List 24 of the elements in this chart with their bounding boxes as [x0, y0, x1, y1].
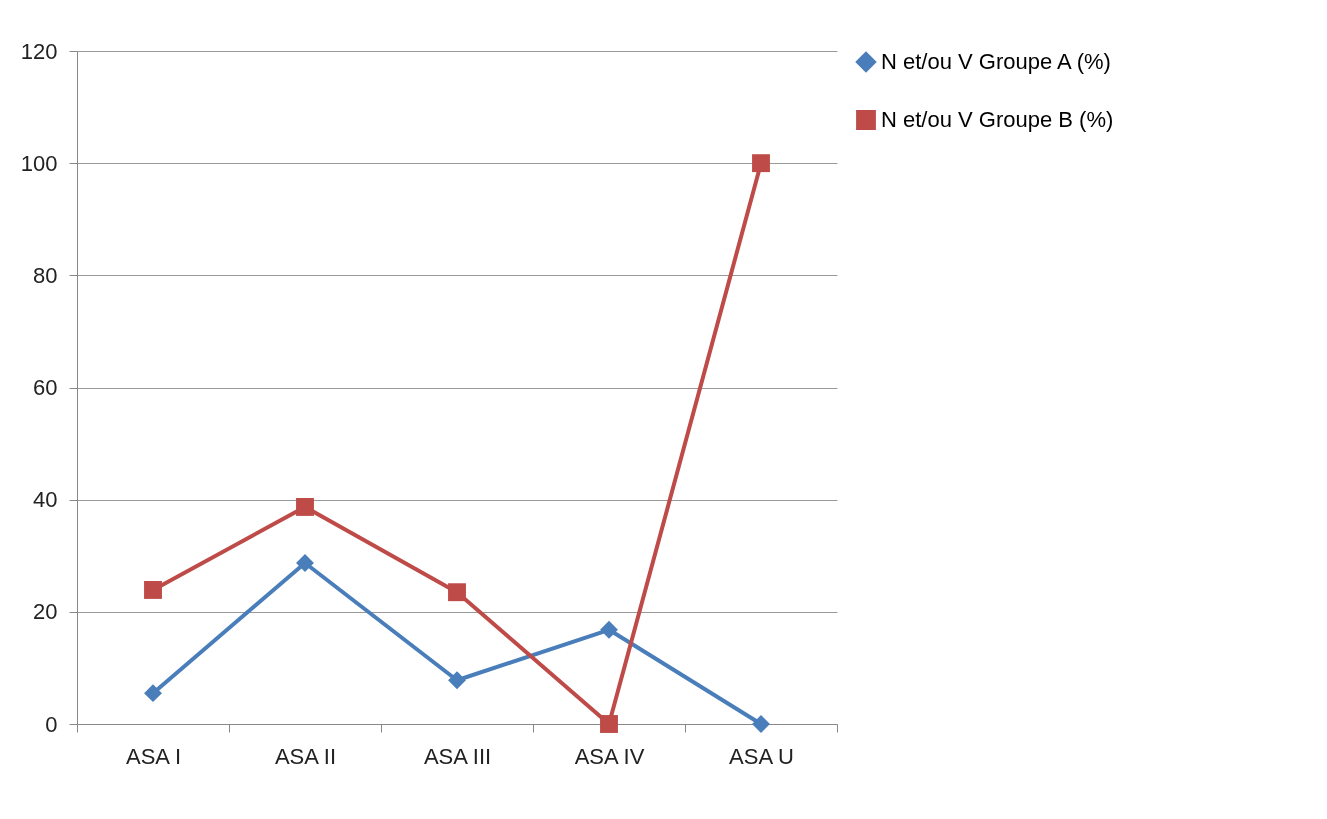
y-tick-label: 60: [33, 375, 58, 400]
legend-label: N et/ou V Groupe B (%): [881, 107, 1114, 132]
x-tick-label: ASA II: [274, 743, 337, 769]
point: [448, 583, 466, 602]
x-tick-label: ASA IV: [574, 743, 645, 769]
point: [600, 715, 618, 733]
x-tick-label: ASA I: [125, 743, 182, 769]
y-tick-label: 40: [33, 487, 58, 513]
point: [448, 671, 466, 690]
y-tick-label: 20: [33, 599, 58, 625]
point: [600, 620, 618, 639]
y-tick-label: 0: [45, 711, 58, 737]
point: [144, 684, 162, 703]
point: [752, 715, 770, 733]
y-tick-label: 120: [20, 38, 58, 64]
x-tick-label: ASA U: [729, 743, 794, 769]
point: [752, 154, 770, 173]
legend-label: N et/ou V Groupe A (%): [881, 49, 1111, 74]
x-tick-label: ASA III: [423, 743, 492, 769]
point: [144, 581, 162, 599]
point: [296, 554, 314, 572]
y-tick-label: 80: [33, 262, 58, 288]
y-tick-label: 100: [20, 150, 58, 176]
point: [296, 498, 314, 516]
